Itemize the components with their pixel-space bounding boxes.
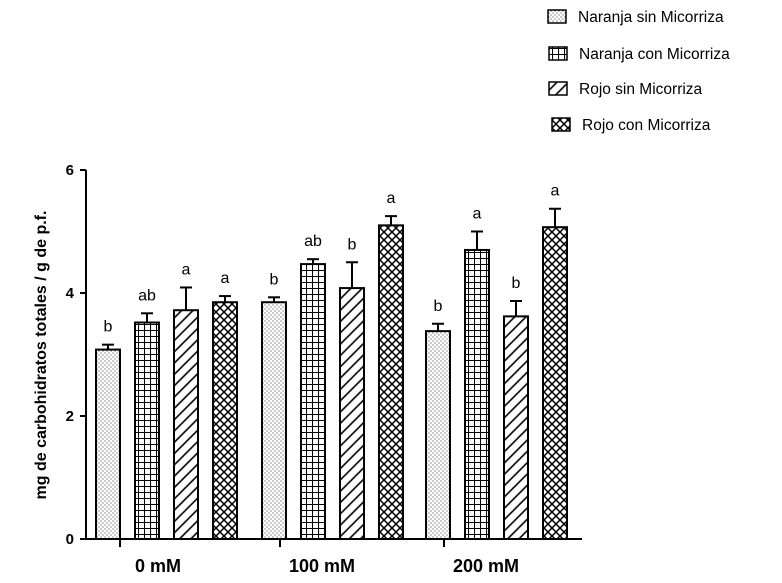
bar [173,309,199,540]
bar [542,226,568,540]
bar [378,224,404,540]
significance-label: a [387,190,396,207]
significance-label: a [221,270,230,287]
legend-label: Naranja con Micorriza [579,46,730,63]
significance-label: ab [138,287,156,304]
legend-swatch [551,117,571,132]
significance-label: ab [304,233,322,250]
legend-swatch [548,46,568,61]
significance-label: a [182,261,191,278]
bar [339,287,365,540]
bar [261,301,287,540]
bar [134,321,160,540]
significance-label: b [348,236,357,253]
bar [95,348,121,540]
category-label: 0 mM [135,556,181,576]
significance-label: b [104,319,113,336]
significance-label: b [270,271,279,288]
significance-label: a [551,183,560,200]
legend-swatch [548,81,568,96]
category-label: 100 mM [289,556,355,576]
category-label: 200 mM [453,556,519,576]
legend-label: Rojo sin Micorriza [579,81,703,98]
legend-label: Rojo con Micorriza [582,117,711,134]
y-axis-label: mg de carbohidratos totales / g de p.f. [33,211,50,500]
y-tick-label: 2 [66,408,74,425]
significance-label: a [473,206,482,223]
y-tick-label: 4 [66,285,75,302]
legend-swatch [547,9,567,24]
legend-label: Naranja sin Micorriza [578,9,724,26]
legend: Naranja sin Micorriza Naranja con Micorri… [547,9,730,134]
bar [503,315,529,540]
bar [464,248,490,540]
bar [300,263,326,540]
axes: 0 2 4 6 0 mM 100 mM 200 mM [66,162,582,576]
y-tick-label: 0 [66,531,74,548]
significance-label: b [512,275,521,292]
bar [425,330,451,540]
y-tick-label: 6 [66,162,74,179]
significance-label: b [434,298,443,315]
bar [212,301,238,540]
